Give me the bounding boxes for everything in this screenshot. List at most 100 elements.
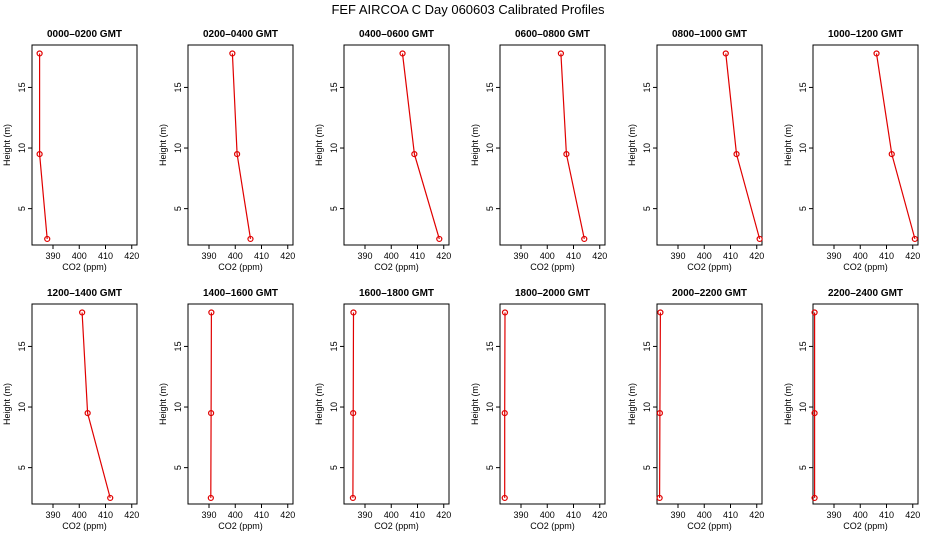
x-tick-label: 400 xyxy=(384,510,399,520)
data-point xyxy=(722,50,729,57)
y-axis-label: Height (m) xyxy=(2,124,12,166)
data-point xyxy=(733,150,740,158)
y-tick-label: 15 xyxy=(173,82,183,92)
panel-title: 1000–1200 GMT xyxy=(828,29,903,40)
y-axis-label: Height (m) xyxy=(2,383,12,425)
profile-line xyxy=(81,312,111,499)
y-axis-label: Height (m) xyxy=(783,124,793,166)
x-tick-label: 390 xyxy=(201,510,216,520)
y-axis-label: Height (m) xyxy=(783,383,793,425)
data-point xyxy=(399,50,406,57)
x-axis-label: CO2 (ppm) xyxy=(530,262,575,272)
panel-11: 2000–2200 GMT 390 400 410 420 5 10 15 CO2 (ppm) H… xyxy=(627,288,764,531)
x-tick-label: 410 xyxy=(410,251,425,261)
data-point xyxy=(501,494,508,502)
plot-frame xyxy=(812,303,919,505)
x-tick-label: 420 xyxy=(905,510,920,520)
x-tick-label: 390 xyxy=(670,251,685,261)
y-axis-label: Height (m) xyxy=(314,124,324,166)
x-tick-label: 390 xyxy=(45,251,60,261)
x-tick-label: 390 xyxy=(826,251,841,261)
x-tick-label: 410 xyxy=(410,510,425,520)
x-tick-label: 390 xyxy=(826,510,841,520)
x-tick-label: 390 xyxy=(45,510,60,520)
y-tick-label: 10 xyxy=(642,143,652,153)
y-axis-label: Height (m) xyxy=(627,124,637,166)
panel-title: 0000–0200 GMT xyxy=(47,29,122,40)
panel-12: 2200–2400 GMT 390 400 410 420 5 10 15 CO2 (ppm) H… xyxy=(783,288,920,531)
data-point xyxy=(350,409,357,417)
panel-title: 2000–2200 GMT xyxy=(672,288,747,299)
y-axis-label: Height (m) xyxy=(314,383,324,425)
y-tick-label: 10 xyxy=(485,143,495,153)
x-tick-label: 400 xyxy=(228,251,243,261)
x-tick-label: 400 xyxy=(540,251,555,261)
x-tick-label: 410 xyxy=(566,510,581,520)
y-tick-label: 15 xyxy=(485,341,495,351)
x-tick-label: 400 xyxy=(72,510,87,520)
x-tick-label: 400 xyxy=(853,251,868,261)
panel-1: 0000–0200 GMT 390 400 410 420 5 10 15 CO2 (ppm) H… xyxy=(2,29,139,272)
x-tick-label: 400 xyxy=(697,510,712,520)
data-point xyxy=(563,150,570,158)
plot-frame xyxy=(31,303,138,505)
y-tick-label: 5 xyxy=(642,465,652,470)
x-tick-label: 410 xyxy=(723,510,738,520)
x-axis-label: CO2 (ppm) xyxy=(218,521,263,531)
x-tick-label: 400 xyxy=(72,251,87,261)
panel-7: 1200–1400 GMT 390 400 410 420 5 10 15 CO2 (ppm) H… xyxy=(2,288,139,531)
profile-line xyxy=(210,312,212,498)
x-tick-label: 410 xyxy=(723,251,738,261)
plot-frame xyxy=(343,44,450,246)
x-tick-label: 420 xyxy=(124,510,139,520)
panel-10: 1800–2000 GMT 390 400 410 420 5 10 15 CO2 (ppm) H… xyxy=(470,288,607,531)
plot-frame xyxy=(656,303,763,505)
x-axis-label: CO2 (ppm) xyxy=(374,521,419,531)
x-tick-label: 420 xyxy=(280,251,295,261)
panel-9: 1600–1800 GMT 390 400 410 420 5 10 15 CO2 (ppm) H… xyxy=(314,288,451,531)
x-tick-label: 410 xyxy=(879,251,894,261)
x-tick-label: 420 xyxy=(592,251,607,261)
data-point xyxy=(36,150,43,158)
data-point xyxy=(436,235,443,243)
plot-frame xyxy=(656,44,763,246)
plot-frame xyxy=(187,44,294,246)
y-axis-label: Height (m) xyxy=(470,383,480,425)
x-tick-label: 420 xyxy=(749,510,764,520)
x-axis-label: CO2 (ppm) xyxy=(687,521,732,531)
data-point xyxy=(208,409,215,417)
x-tick-label: 410 xyxy=(254,510,269,520)
y-tick-label: 15 xyxy=(17,82,27,92)
profile-line xyxy=(352,312,355,498)
y-tick-label: 15 xyxy=(798,82,808,92)
x-axis-label: CO2 (ppm) xyxy=(374,262,419,272)
y-tick-label: 10 xyxy=(485,402,495,412)
data-point xyxy=(229,50,236,57)
y-tick-label: 5 xyxy=(798,206,808,211)
data-point xyxy=(207,494,214,502)
y-tick-label: 15 xyxy=(329,341,339,351)
data-point xyxy=(501,309,509,316)
x-tick-label: 420 xyxy=(905,251,920,261)
x-tick-label: 390 xyxy=(201,251,216,261)
x-axis-label: CO2 (ppm) xyxy=(843,521,888,531)
y-tick-label: 5 xyxy=(485,465,495,470)
x-tick-label: 410 xyxy=(254,251,269,261)
figure-title: FEF AIRCOA C Day 060603 Calibrated Profi… xyxy=(331,2,605,17)
profile-line xyxy=(875,53,916,240)
y-tick-label: 15 xyxy=(173,341,183,351)
plot-frame xyxy=(499,44,606,246)
data-point xyxy=(247,235,254,243)
y-tick-label: 15 xyxy=(798,341,808,351)
panel-8: 1400–1600 GMT 390 400 410 420 5 10 15 CO2 (ppm) H… xyxy=(158,288,295,531)
data-point xyxy=(84,409,91,417)
y-tick-label: 15 xyxy=(642,341,652,351)
y-axis-label: Height (m) xyxy=(470,124,480,166)
x-tick-label: 400 xyxy=(540,510,555,520)
x-axis-label: CO2 (ppm) xyxy=(218,262,263,272)
y-axis-label: Height (m) xyxy=(627,383,637,425)
x-tick-label: 410 xyxy=(98,251,113,261)
y-tick-label: 5 xyxy=(642,206,652,211)
panel-title: 1200–1400 GMT xyxy=(47,288,122,299)
